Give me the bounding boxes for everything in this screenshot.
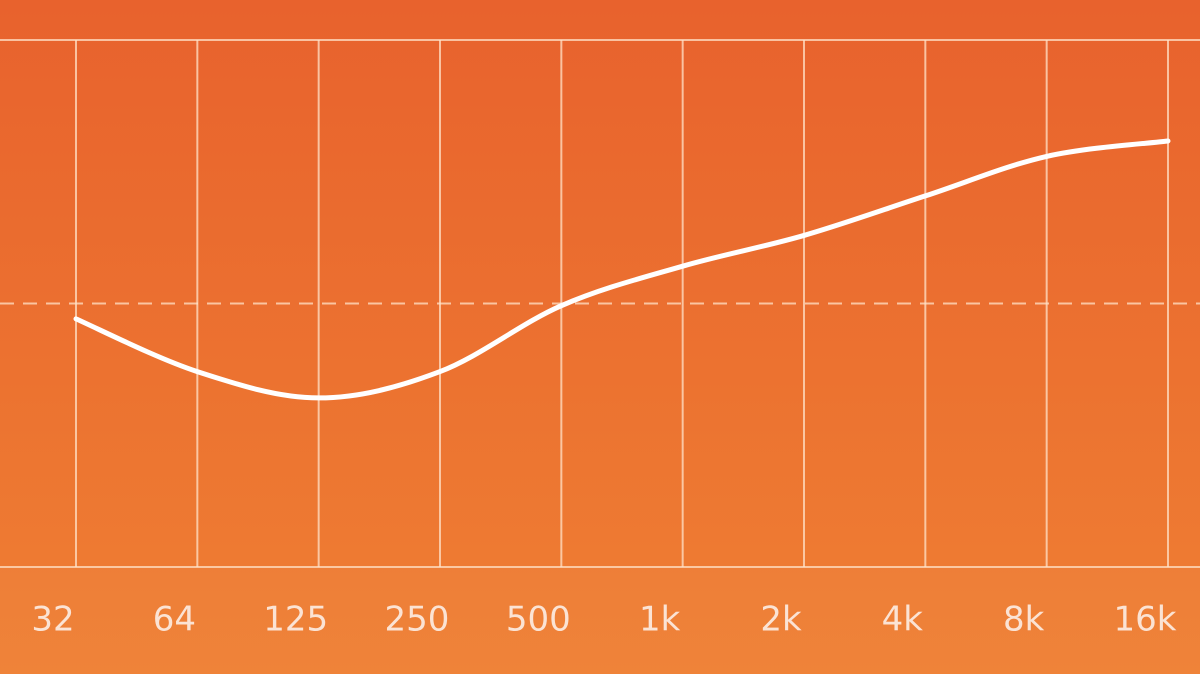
band-label: 250: [385, 600, 450, 640]
band-label: 125: [263, 600, 328, 640]
band-label: 32: [31, 600, 74, 640]
eq-curve: [73, 138, 1171, 401]
band-label: 500: [506, 600, 571, 640]
band-label: 1k: [639, 600, 681, 640]
band-label: 2k: [760, 600, 802, 640]
band-label: 8k: [1003, 600, 1045, 640]
band-label: 4k: [882, 600, 924, 640]
band-label: 64: [153, 600, 196, 640]
band-label: 16k: [1114, 600, 1177, 640]
